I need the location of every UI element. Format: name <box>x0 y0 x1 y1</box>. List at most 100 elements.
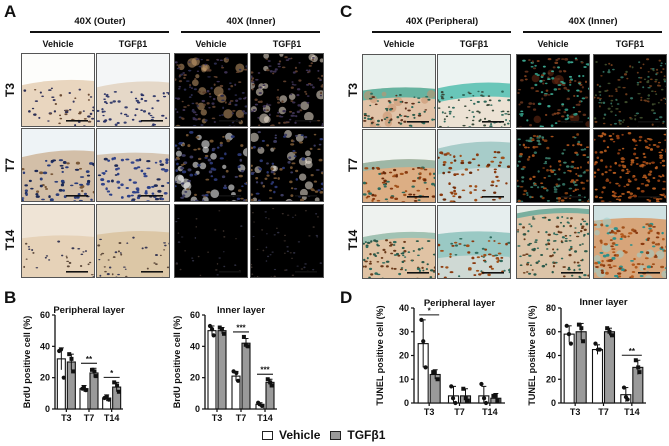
chart-title: Peripheral layer <box>424 298 496 309</box>
data-point <box>268 380 273 385</box>
data-point <box>621 385 627 390</box>
histology-image <box>174 204 248 278</box>
scale-bar <box>66 120 88 122</box>
scale-bar <box>66 271 88 273</box>
data-point <box>71 369 76 374</box>
x-tick-label: T14 <box>624 407 640 417</box>
chart-title: Inner layer <box>579 297 627 308</box>
data-point <box>67 352 72 357</box>
group-title-outer: 40X (Outer) <box>74 16 126 27</box>
y-tick-label: 40 <box>546 351 556 361</box>
y-tick-label: 40 <box>399 303 409 313</box>
scale-bar <box>141 271 163 273</box>
y-tick-label: 0 <box>404 398 409 408</box>
data-point <box>605 326 610 331</box>
bar-tgf <box>241 342 251 410</box>
x-tick-label: T3 <box>212 413 223 423</box>
x-tick-label: T14 <box>257 413 273 423</box>
y-axis-label: TUNEL positive cell (%) <box>527 305 537 405</box>
y-tick-label: 0 <box>195 404 200 414</box>
y-tick-label: 20 <box>40 373 50 383</box>
y-tick-label: 60 <box>190 310 200 320</box>
chart-brdu-peripheral: Peripheral layer BrdU positive cell (%) 0 2… <box>22 305 125 423</box>
data-point <box>607 329 612 334</box>
data-point <box>83 388 88 393</box>
y-tick-label: 10 <box>399 374 409 384</box>
y-tick-label: 30 <box>399 327 409 337</box>
row-label-t7: T7 <box>3 158 17 173</box>
y-tick-label: 60 <box>40 310 50 320</box>
data-point <box>450 396 456 401</box>
data-point <box>568 341 574 346</box>
data-point <box>566 332 572 337</box>
y-tick-label: 20 <box>546 374 556 384</box>
data-point <box>112 380 117 385</box>
histology-image <box>437 54 511 128</box>
scale-bar <box>638 196 660 198</box>
histology-image <box>174 53 248 127</box>
chart-title: Inner layer <box>217 305 265 316</box>
scale-bar <box>219 120 241 122</box>
data-point <box>419 317 424 322</box>
data-point <box>116 389 121 394</box>
scale-bar <box>407 272 429 274</box>
y-tick-label: 0 <box>45 404 50 414</box>
y-tick-label: 40 <box>40 341 50 351</box>
data-point <box>633 358 638 363</box>
chart-legend: Vehicle TGFβ1 <box>262 428 385 442</box>
data-point <box>576 322 581 327</box>
panel-label-a: A <box>4 2 17 21</box>
panel-label-b: B <box>4 288 17 307</box>
histology-image <box>362 205 436 279</box>
col-label-vehicle: Vehicle <box>383 39 415 49</box>
scale-bar <box>561 272 583 274</box>
scale-bar <box>561 121 583 123</box>
histology-image <box>21 204 95 278</box>
histology-image <box>250 204 324 278</box>
data-point <box>115 383 120 388</box>
row-label-t14: T14 <box>3 229 17 251</box>
data-point <box>58 347 64 352</box>
data-point <box>234 370 239 376</box>
legend-swatch-vehicle <box>262 430 273 440</box>
data-point <box>269 383 274 388</box>
bar-vehicle <box>591 349 604 404</box>
group-title-peripheral: 40X (Peripheral) <box>405 16 479 27</box>
histology-image <box>437 205 511 279</box>
data-point <box>241 334 246 339</box>
col-label-tgf: TGFβ1 <box>615 39 645 49</box>
histology-image <box>96 204 170 278</box>
col-label-tgf: TGFβ1 <box>118 39 148 49</box>
y-tick-label: 40 <box>190 341 200 351</box>
scale-bar <box>407 121 429 123</box>
group-divider-inner-a <box>181 31 320 33</box>
data-point <box>481 396 487 401</box>
col-label-vehicle: Vehicle <box>195 39 227 49</box>
significance-stars: *** <box>236 323 246 332</box>
histology-image <box>516 129 590 203</box>
x-tick-label: T7 <box>236 413 247 423</box>
data-point <box>449 384 454 389</box>
histology-image <box>516 205 590 279</box>
scale-bar <box>219 195 241 197</box>
histology-image <box>21 128 95 202</box>
data-point <box>69 356 74 361</box>
x-tick-label: T3 <box>61 413 72 423</box>
significance-stars: * <box>428 306 432 315</box>
y-axis-label: BrdU positive cell (%) <box>172 316 182 409</box>
histology-image <box>593 129 667 203</box>
row-label-t7: T7 <box>346 158 360 173</box>
data-point <box>625 397 630 402</box>
data-point <box>207 323 213 329</box>
bar-tgf <box>603 331 616 404</box>
data-point <box>435 377 440 382</box>
row-label-t3: T3 <box>346 83 360 98</box>
y-axis-label: TUNEL positive cell (%) <box>375 305 385 405</box>
row-label-t14: T14 <box>346 229 360 251</box>
histology-image <box>437 129 511 203</box>
data-point <box>493 393 498 398</box>
histology-image <box>250 128 324 202</box>
scale-bar <box>561 196 583 198</box>
x-tick-label: T3 <box>570 407 581 417</box>
scale-bar <box>482 272 504 274</box>
